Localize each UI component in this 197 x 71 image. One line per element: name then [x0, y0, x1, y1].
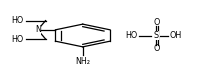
Text: N: N [35, 25, 41, 34]
Text: O: O [154, 45, 160, 53]
Text: O: O [154, 18, 160, 26]
Text: HO: HO [12, 35, 24, 44]
Text: HO: HO [126, 31, 138, 40]
Text: S: S [153, 31, 158, 40]
Text: NH₂: NH₂ [75, 57, 90, 66]
Text: HO: HO [12, 16, 24, 25]
Text: OH: OH [169, 31, 182, 40]
